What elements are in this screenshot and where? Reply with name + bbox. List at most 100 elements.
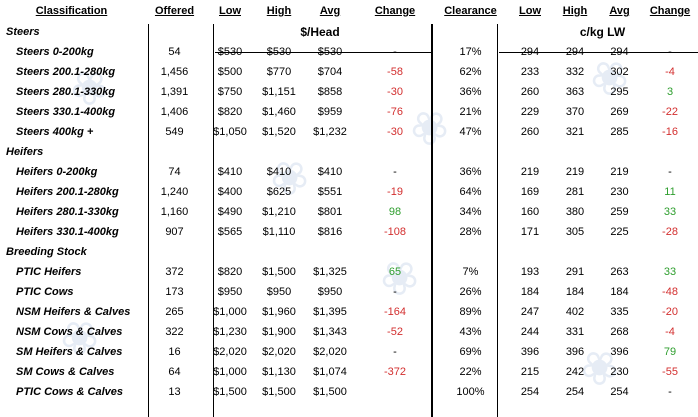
table-row: Heifers 0-200kg 74 $410 $410 $410 - 36% 219 219 2… [0,162,698,182]
cell-offered: 1,240 [160,186,189,198]
cell-low2: 219 [520,166,540,178]
empty-cell [553,242,597,262]
table-body: Steers $/Head c/kg LW Steers 0-200kg 54 $530 $… [0,22,698,402]
cell-change: -30 [387,126,403,138]
cell-high2: 281 [565,186,585,198]
cell-offered: 549 [165,126,184,138]
cell-high2: 331 [565,326,585,338]
cell-low2: 260 [520,126,540,138]
cell-clr: 28% [459,226,482,238]
cell-avg: $801 [317,206,343,218]
cell-change2: -4 [665,66,675,78]
cell-high2: 396 [565,346,585,358]
section-row: Breeding Stock [0,242,698,262]
cell-clr: 69% [459,346,482,358]
cell-high: $1,460 [262,106,296,118]
cell-offered: 322 [165,326,184,338]
cell-high: $1,520 [262,126,296,138]
column-header: Clearance [444,5,497,17]
cell-change: 65 [388,266,402,278]
table-row: SM Heifers & Calves 16 $2,020 $2,020 $2,020 -… [0,342,698,362]
cell-low: $950 [217,286,243,298]
cell-clr: 47% [459,126,482,138]
cell-low: $565 [217,226,243,238]
cell-cls: NSM Cows & Calves [16,326,123,338]
empty-cell [642,242,698,262]
cell-low: $820 [217,106,243,118]
empty-cell [304,242,356,262]
cell-avg: $1,232 [313,126,347,138]
cell-offered: 1,406 [160,106,189,118]
cell-avg: $1,500 [313,386,347,398]
cell-avg2: 263 [610,266,629,278]
empty-cell [553,142,597,162]
cell-avg: $1,395 [313,306,347,318]
cell-change2: 79 [663,346,677,358]
cell-avg2: 184 [610,286,629,298]
cell-high2: 219 [565,166,585,178]
cell-high: $1,900 [262,326,296,338]
table-row: Steers 400kg + 549 $1,050 $1,520 $1,232 -30 47… [0,122,698,142]
cell-avg2: 268 [610,326,629,338]
cell-cls: PTIC Cows & Calves [16,386,123,398]
table-row: NSM Cows & Calves 322 $1,230 $1,900 $1,343 -5… [0,322,698,342]
table-row: PTIC Cows 173 $950 $950 $950 - 26% 184 184 184 -48 [0,282,698,302]
cell-avg: $816 [317,226,343,238]
table-row: Heifers 330.1-400kg 907 $565 $1,110 $816 -108… [0,222,698,242]
cell-clr: 89% [459,306,482,318]
cell-change2: 33 [663,206,677,218]
empty-cell [143,142,206,162]
cell-cls: SM Cows & Calves [16,366,115,378]
cell-cls: Steers 330.1-400kg [16,106,116,118]
cell-high: $1,500 [262,266,296,278]
cell-change: -164 [383,306,407,318]
column-header: High [266,5,292,17]
cell-low2: 184 [520,286,540,298]
cell-offered: 173 [165,286,184,298]
column-header: Avg [319,5,341,17]
cell-low2: 215 [520,366,540,378]
table-row: Steers 200.1-280kg 1,456 $500 $770 $704 -58 62… [0,62,698,82]
column-divider [148,24,149,417]
section-label: Breeding Stock [6,246,87,258]
cell-avg: $959 [317,106,343,118]
cell-cls: Heifers 200.1-280kg [16,186,119,198]
cell-low2: 171 [520,226,540,238]
cell-cls: Heifers 0-200kg [16,166,98,178]
cell-clr: 100% [456,386,485,398]
cell-low: $1,050 [213,126,247,138]
cell-low2: 247 [520,306,540,318]
cell-avg2: 285 [610,126,629,138]
cell-high: $1,151 [262,86,296,98]
cell-high2: 291 [565,266,585,278]
empty-cell [507,142,553,162]
cell-high: $1,130 [262,366,296,378]
empty-cell [507,242,553,262]
cell-low2: 396 [520,346,540,358]
cell-clr: 36% [459,166,482,178]
table-row: Steers 280.1-330kg 1,391 $750 $1,151 $858 -30… [0,82,698,102]
column-header: Change [374,5,416,17]
unit-label: c/kg LW [579,25,626,39]
cell-clr: 34% [459,206,482,218]
cell-high: $410 [266,166,292,178]
cell-offered: 1,456 [160,66,189,78]
column-header: Classification [35,5,108,17]
column-divider [497,24,498,417]
cell-high2: 380 [565,206,585,218]
empty-cell [356,242,434,262]
cell-low2: 244 [520,326,540,338]
cell-offered: 54 [168,46,181,58]
cell-clr: 43% [459,326,482,338]
cell-clr: 7% [462,266,479,278]
cell-change: -76 [387,106,403,118]
cell-clr: 26% [459,286,482,298]
cell-cls: Heifers 330.1-400kg [16,226,119,238]
cell-high2: 370 [565,106,585,118]
cell-low2: 233 [520,66,540,78]
cell-avg2: 259 [610,206,629,218]
cell-cls: PTIC Cows [16,286,74,298]
cell-low2: 229 [520,106,540,118]
column-header: Low [519,5,541,17]
cell-change2: 33 [663,266,677,278]
